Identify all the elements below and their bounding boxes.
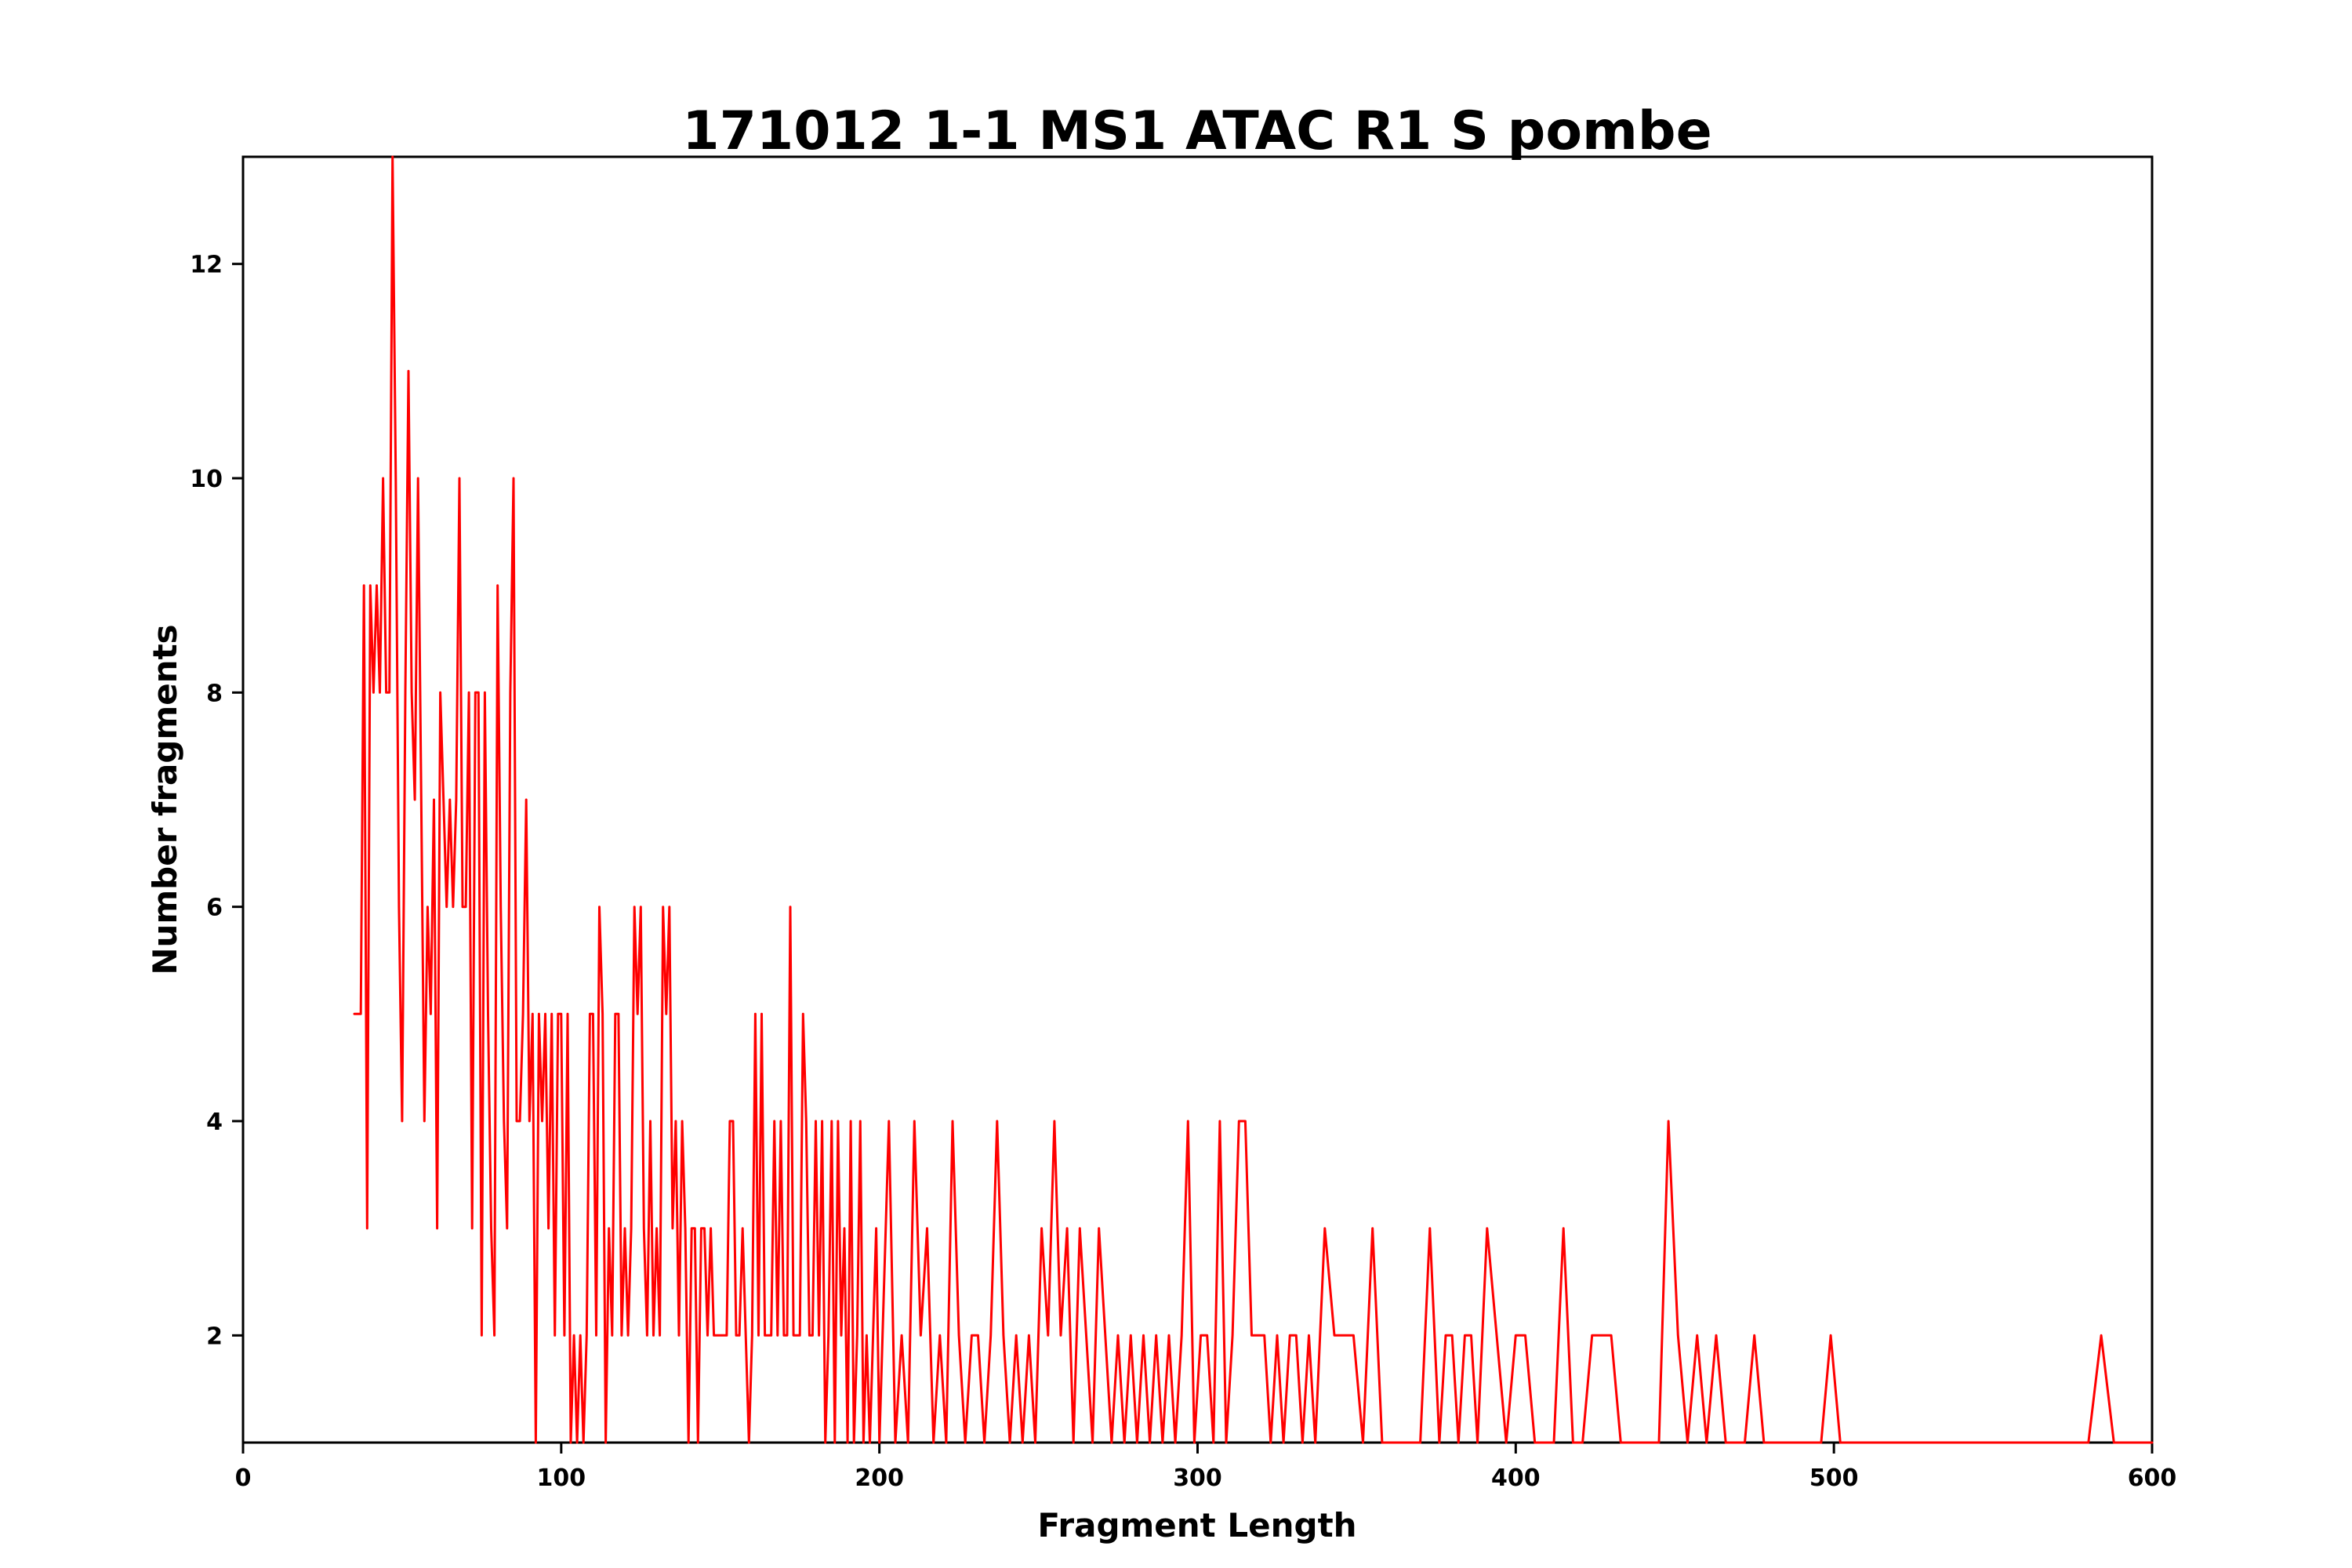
x-tick-label: 100 [537, 1465, 586, 1492]
x-axis-ticks: 0 100 200 300 400 500 600 [235, 1443, 2177, 1492]
y-tick-label: 6 [206, 895, 223, 922]
y-axis-ticks: 2 4 6 8 10 12 [190, 252, 243, 1350]
plot-area-border [241, 155, 2154, 1444]
x-tick-label: 300 [1173, 1465, 1222, 1492]
y-tick-label: 12 [190, 252, 223, 279]
x-axis-label: Fragment Length [1037, 1506, 1356, 1544]
x-tick-label: 600 [2128, 1465, 2177, 1492]
y-tick-label: 4 [206, 1109, 223, 1136]
y-axis-label: Number fragments [146, 624, 184, 975]
y-tick-label: 8 [206, 680, 223, 707]
x-tick-label: 400 [1491, 1465, 1541, 1492]
y-tick-label: 10 [190, 466, 223, 493]
chart-title: 171012 1-1 MS1 ATAC R1 S pombe [682, 100, 1711, 162]
y-tick-label: 2 [206, 1323, 223, 1350]
x-tick-label: 200 [855, 1465, 904, 1492]
x-tick-label: 0 [235, 1465, 252, 1492]
data-line [353, 155, 2154, 1444]
x-tick-label: 500 [1809, 1465, 1859, 1492]
